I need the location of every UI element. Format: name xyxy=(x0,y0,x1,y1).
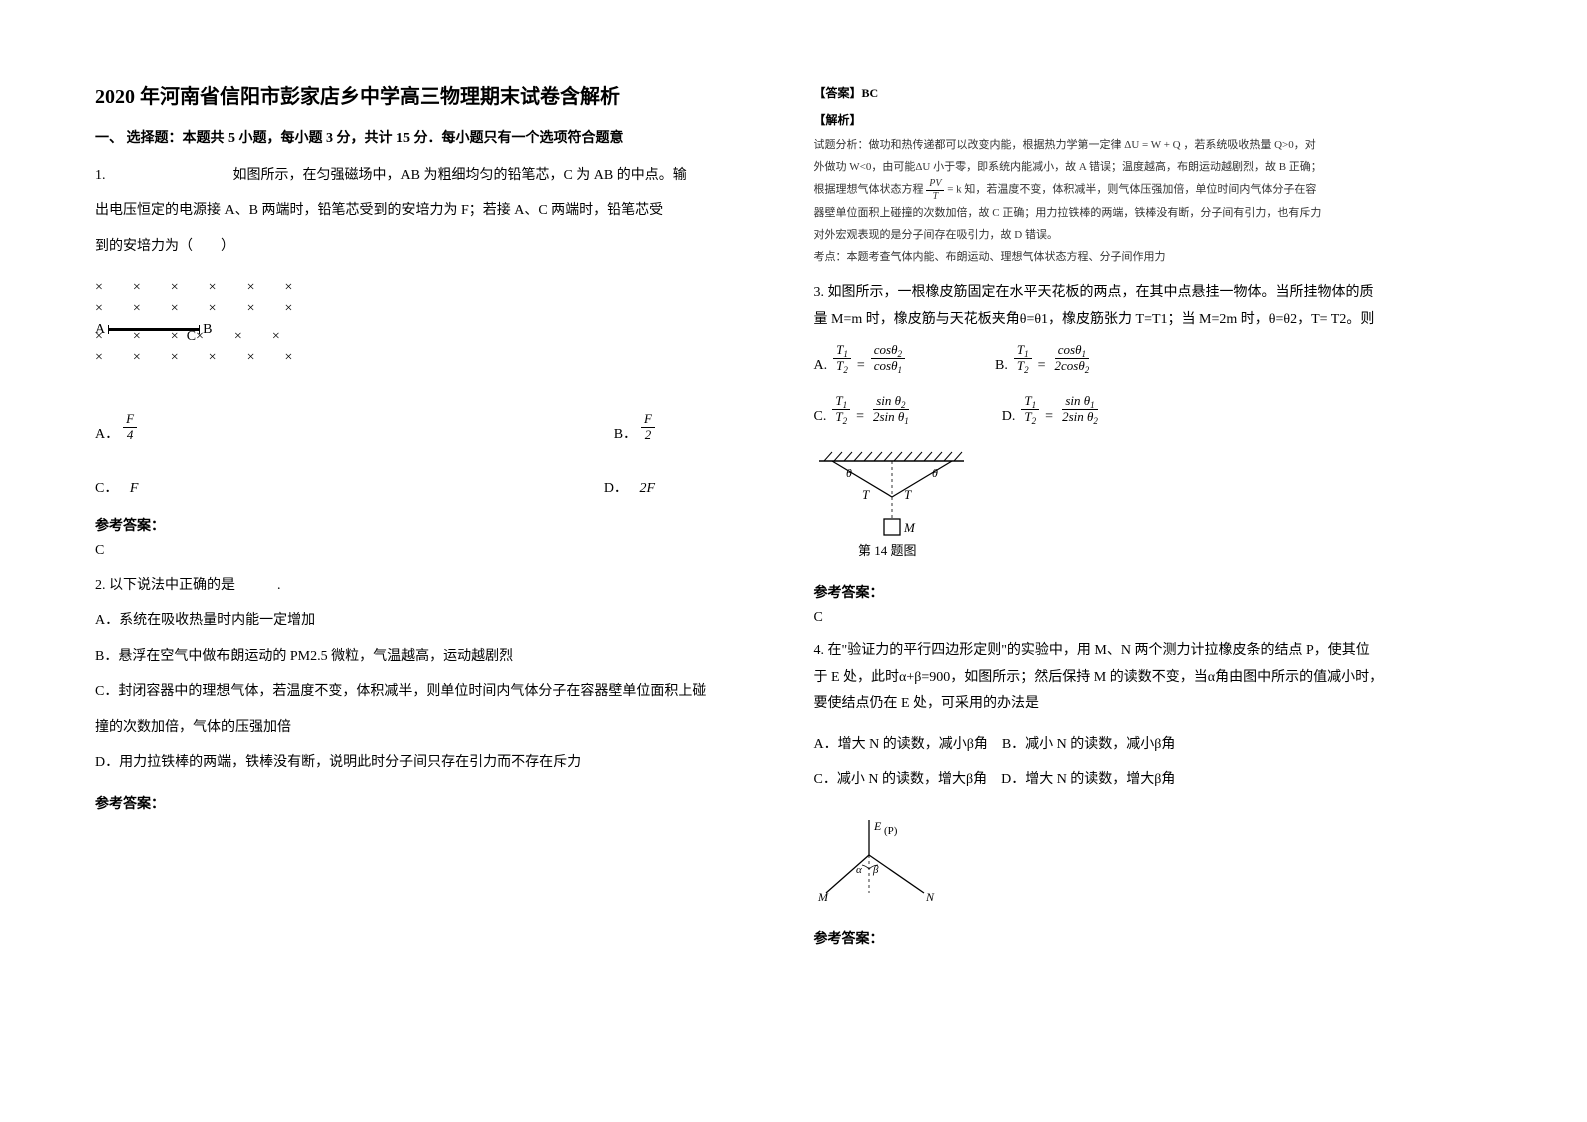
analysis-body: 试题分析：做功和热传递都可以改变内能，根据热力学第一定律 ΔU = W + Q … xyxy=(814,134,1493,268)
section-header: 一、 选择题：本题共 5 小题，每小题 3 分，共计 15 分．每小题只有一个选… xyxy=(95,127,774,147)
q2-optC-l2: 撞的次数加倍，气体的压强加倍 xyxy=(95,713,774,742)
q1-number: 1. xyxy=(95,168,106,183)
svg-text:β: β xyxy=(872,864,879,876)
q3-optD: D. T1T2 = sin θ12sin θ2 xyxy=(1002,394,1101,425)
q4-l1: 4. 在"验证力的平行四边形定则"的实验中，用 M、N 两个测力计拉橡皮条的结点… xyxy=(814,638,1493,665)
q1-line3: 到的安培力为（ ） xyxy=(95,232,774,261)
q4-optD: D．增大 N 的读数，增大β角 xyxy=(1001,772,1175,787)
q4-row1: A．增大 N 的读数，减小β角 B．减小 N 的读数，减小β角 xyxy=(814,730,1493,759)
q2-optA: A．系统在吸收热量时内能一定增加 xyxy=(95,606,774,635)
q3-diagram: θ θ T T M 第 14 题图 xyxy=(814,449,1493,564)
q1-answer: C xyxy=(95,543,774,559)
q1-optB: B． F2 xyxy=(614,412,655,443)
analysis-l3b: = k 知，若温度不变，体积减半，则气体压强加倍，单位时间内气体分子在容 xyxy=(947,184,1316,196)
q3-l1: 3. 如图所示，一根橡皮筋固定在水平天花板的两点，在其中点悬挂一物体。当所挂物体… xyxy=(814,280,1493,307)
q3-l2: 量 M=m 时，橡皮筋与天花板夹角θ=θ1，橡皮筋张力 T=T1；当 M=2m … xyxy=(814,307,1493,334)
analysis-l1: 试题分析：做功和热传递都可以改变内能，根据热力学第一定律 ΔU = W + Q … xyxy=(814,139,1316,151)
q1-diagram: × × × × × × × × × × × × AB × × ×C× × × ×… xyxy=(95,277,774,368)
q2-optD: D．用力拉铁棒的两端，铁棒没有断，说明此时分子间只存在引力而不存在斥力 xyxy=(95,748,774,777)
q1-body: 1. 如图所示，在匀强磁场中，AB 为粗细均匀的铅笔芯，C 为 AB 的中点。输 xyxy=(95,161,774,190)
q2-optC-l1: C．封闭容器中的理想气体，若温度不变，体积减半，则单位时间内气体分子在容器壁单位… xyxy=(95,677,774,706)
q3-answer-label: 参考答案： xyxy=(814,582,1493,602)
q4-optA: A．增大 N 的读数，减小β角 xyxy=(814,737,988,752)
page-title: 2020 年河南省信阳市彭家店乡中学高三物理期末试卷含解析 xyxy=(95,80,774,109)
svg-text:M: M xyxy=(817,890,829,904)
q4-answer-label: 参考答案： xyxy=(814,928,1493,948)
q3-answer: C xyxy=(814,610,1493,626)
q4-l2: 于 E 处，此时α+β=900，如图所示；然后保持 M 的读数不变，当α角由图中… xyxy=(814,665,1493,692)
q1-optA: A． F4 xyxy=(95,412,137,443)
svg-text:T: T xyxy=(904,487,912,502)
q4-diagram: E (P) α β M N xyxy=(814,815,1493,910)
svg-text:T: T xyxy=(862,487,870,502)
q4-row2: C．减小 N 的读数，增大β角 D．增大 N 的读数，增大β角 xyxy=(814,765,1493,794)
q2-line1: 2. 以下说法中正确的是 . xyxy=(95,571,774,600)
svg-text:M: M xyxy=(903,520,916,535)
svg-text:第 14 题图: 第 14 题图 xyxy=(858,543,917,558)
q4-optB: B．减小 N 的读数，减小β角 xyxy=(1002,737,1176,752)
q3-optB: B. T1T2 = cosθ12cosθ2 xyxy=(995,343,1092,374)
svg-text:α: α xyxy=(856,864,862,876)
analysis-l2: 外做功 W<0，由可能ΔU 小于零，即系统内能减小，故 A 错误；温度越高，布朗… xyxy=(814,161,1322,173)
svg-text:N: N xyxy=(925,890,935,904)
q3-optA: A. T1T2 = cosθ2cosθ1 xyxy=(814,343,906,374)
q1-optD: D． 2F xyxy=(604,477,655,497)
left-column: 2020 年河南省信阳市彭家店乡中学高三物理期末试卷含解析 一、 选择题：本题共… xyxy=(95,80,774,1082)
analysis-header: 【解析】 xyxy=(814,111,1493,128)
q4-optC: C．减小 N 的读数，增大β角 xyxy=(814,772,988,787)
q1-answer-label: 参考答案： xyxy=(95,515,774,535)
svg-text:θ: θ xyxy=(932,466,938,480)
q3-options-row1: A. T1T2 = cosθ2cosθ1 B. T1T2 = cosθ12cos… xyxy=(814,343,1493,374)
right-column: 【答案】BC 【解析】 试题分析：做功和热传递都可以改变内能，根据热力学第一定律… xyxy=(814,80,1493,1082)
q1-line1: 如图所示，在匀强磁场中，AB 为粗细均匀的铅笔芯，C 为 AB 的中点。输 xyxy=(233,168,687,183)
svg-text:θ: θ xyxy=(846,466,852,480)
analysis-l5: 对外宏观表现的是分子间存在吸引力，故 D 错误。 xyxy=(814,229,1058,241)
q1-options-row2: C． F D． 2F xyxy=(95,477,655,497)
q2-answer-label: 参考答案： xyxy=(95,793,774,813)
analysis-l6: 考点：本题考查气体内能、布朗运动、理想气体状态方程、分子间作用力 xyxy=(814,251,1166,263)
svg-text:(P): (P) xyxy=(884,825,898,837)
answer-bc: 【答案】BC xyxy=(814,84,1493,101)
q2-optB: B．悬浮在空气中做布朗运动的 PM2.5 微粒，气温越高，运动越剧烈 xyxy=(95,642,774,671)
q1-line2: 出电压恒定的电源接 A、B 两端时，铅笔芯受到的安培力为 F；若接 A、C 两端… xyxy=(95,196,774,225)
q1-options-row1: A． F4 B． F2 xyxy=(95,412,655,443)
analysis-l4: 器壁单位面积上碰撞的次数加倍，故 C 正确；用力拉铁棒的两端，铁棒没有断，分子间… xyxy=(814,207,1322,219)
analysis-l3a: 根据理想气体状态方程 xyxy=(814,184,924,196)
q3-options-row2: C. T1T2 = sin θ22sin θ1 D. T1T2 = sin θ1… xyxy=(814,394,1493,425)
q1-optC: C． F xyxy=(95,477,138,497)
svg-text:E: E xyxy=(873,819,882,833)
q3-optC: C. T1T2 = sin θ22sin θ1 xyxy=(814,394,912,425)
q4-l3: 要使结点仍在 E 处，可采用的办法是 xyxy=(814,691,1493,718)
